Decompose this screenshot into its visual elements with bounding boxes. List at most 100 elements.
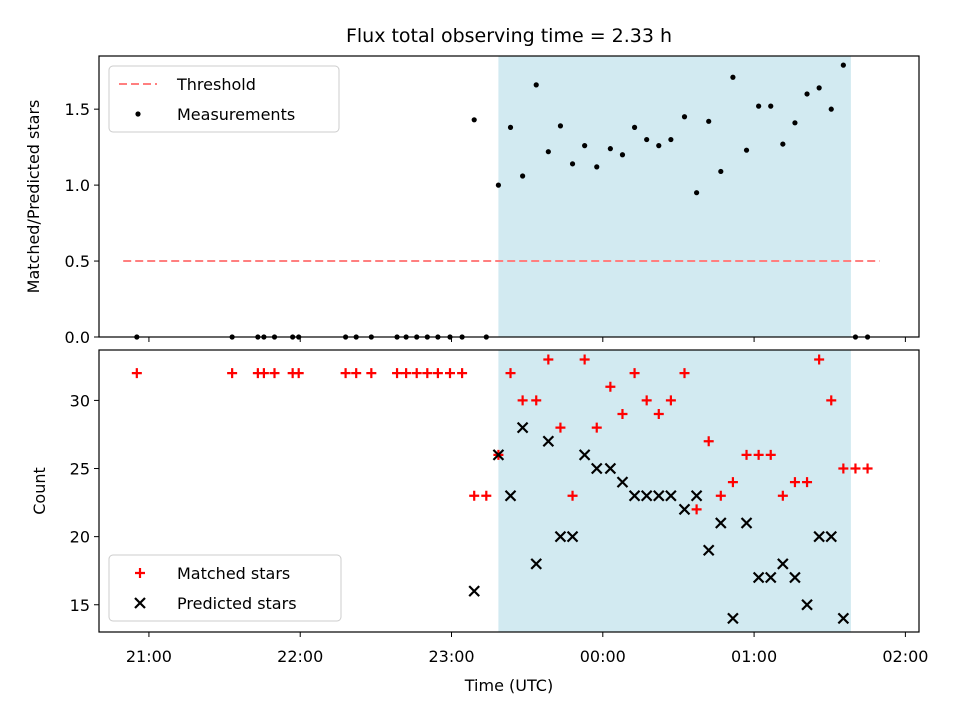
axes-frame xyxy=(98,55,920,338)
legend-measurements-swatch xyxy=(135,111,141,117)
legend-box xyxy=(108,65,340,133)
legend-box xyxy=(108,554,342,622)
matched-star-point xyxy=(703,436,714,447)
predicted-star-point xyxy=(837,612,850,625)
matched-star-point xyxy=(227,368,238,379)
matched-star-point xyxy=(444,368,455,379)
y-tick-label: 15 xyxy=(70,596,90,615)
predicted-star-point xyxy=(678,503,691,516)
x-tick-label: 23:00 xyxy=(428,647,474,666)
measurement-point xyxy=(495,182,502,188)
matched-star-point xyxy=(777,490,788,501)
x-tick-label: 22:00 xyxy=(277,647,323,666)
y-tick-label: 1.0 xyxy=(65,176,90,195)
predicted-star-point xyxy=(665,489,677,502)
y-tick-label: 0.0 xyxy=(65,328,90,347)
measurement-point xyxy=(706,118,712,124)
matched-star-point xyxy=(641,395,652,406)
predicted-star-point xyxy=(554,530,567,543)
x-tick-label: 00:00 xyxy=(580,647,626,666)
predicted-star-point xyxy=(628,489,641,502)
matched-star-point xyxy=(258,368,269,379)
measurement-point xyxy=(631,124,638,130)
measurement-point xyxy=(694,190,700,196)
measurement-point xyxy=(607,146,613,152)
measurement-point xyxy=(780,141,786,147)
matched-star-point xyxy=(469,490,480,501)
matched-star-point xyxy=(422,368,433,379)
predicted-star-point xyxy=(492,449,505,461)
x-tick-label: 01:00 xyxy=(731,647,777,666)
measurement-point xyxy=(582,143,588,149)
measurement-point xyxy=(816,85,822,91)
matched-star-point xyxy=(617,409,628,420)
measurement-point xyxy=(619,152,626,158)
count-y-axis-label: Count xyxy=(30,467,49,515)
matched-star-point xyxy=(293,368,304,379)
matched-star-point xyxy=(862,463,873,474)
matched-star-point xyxy=(814,354,825,365)
legend-measurements-label: Measurements xyxy=(177,105,295,124)
legend-threshold-label: Threshold xyxy=(176,75,256,94)
x-tick-label: 02:00 xyxy=(882,647,928,666)
ratio-panel: 0.0 0.5 1.0 1.5 Matched/Predicted stars Thres… xyxy=(24,55,920,347)
predicted-star-point xyxy=(715,517,727,529)
matched-star-point xyxy=(653,409,664,420)
matched-star-point xyxy=(401,368,412,379)
predicted-star-point xyxy=(789,571,801,584)
matched-star-point xyxy=(838,463,849,474)
y-tick-label: 0.5 xyxy=(65,252,90,271)
measurement-point xyxy=(804,91,810,97)
measurement-point xyxy=(730,74,736,80)
matched-star-point xyxy=(131,368,142,379)
measurement-point xyxy=(681,114,688,120)
predicted-star-point xyxy=(578,449,591,461)
predicted-star-point xyxy=(616,476,629,488)
predicted-star-point xyxy=(801,598,813,611)
measurement-point xyxy=(644,136,650,143)
y-tick-label: 25 xyxy=(70,460,90,479)
axes-frame xyxy=(98,349,920,633)
matched-star-point xyxy=(850,463,861,474)
measurement-point xyxy=(545,149,551,155)
ratio-legend: Threshold Measurements xyxy=(108,65,340,133)
matched-star-point xyxy=(826,395,837,406)
matched-star-point xyxy=(269,368,280,379)
y-tick-label: 20 xyxy=(70,528,90,547)
matched-star-point xyxy=(481,490,492,501)
legend-matched-swatch xyxy=(135,568,145,578)
measurement-point xyxy=(507,124,514,130)
matched-star-point xyxy=(802,477,813,488)
observing-window xyxy=(498,56,851,337)
predicted-star-point xyxy=(727,612,739,625)
matched-star-point xyxy=(665,395,676,406)
x-tick-label: 21:00 xyxy=(126,647,172,666)
measurement-point xyxy=(668,136,674,143)
matched-star-point xyxy=(392,368,403,379)
predicted-star-point xyxy=(590,462,603,475)
matched-star-point xyxy=(457,368,468,379)
measurement-point xyxy=(533,82,539,88)
measurement-point xyxy=(828,106,834,112)
legend-predicted-label: Predicted stars xyxy=(177,594,297,613)
matched-star-point xyxy=(679,368,690,379)
matched-star-point xyxy=(715,490,726,501)
predicted-star-point xyxy=(777,558,789,570)
predicted-star-point xyxy=(468,585,480,597)
predicted-star-point xyxy=(653,489,665,502)
matched-star-point xyxy=(567,490,578,501)
y-tick-label: 1.5 xyxy=(65,100,90,119)
legend-matched-label: Matched stars xyxy=(177,564,290,583)
predicted-star-point xyxy=(740,517,753,529)
predicted-star-point xyxy=(566,530,579,543)
predicted-star-point xyxy=(542,435,555,448)
chart-title: Flux total observing time = 2.33 h xyxy=(346,25,672,47)
matched-star-point xyxy=(543,354,554,365)
matched-star-point xyxy=(765,449,776,460)
measurement-point xyxy=(840,62,846,68)
matched-star-point xyxy=(605,381,616,392)
predicted-star-point xyxy=(504,489,517,502)
matched-star-point xyxy=(727,477,738,488)
predicted-star-point xyxy=(690,489,703,502)
